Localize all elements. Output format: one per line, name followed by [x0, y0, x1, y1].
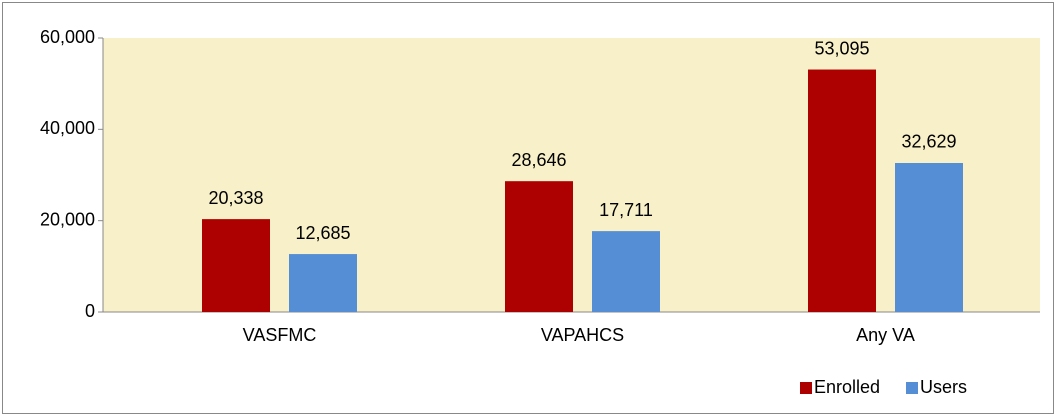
- bar: [895, 162, 963, 312]
- data-label: 12,685: [295, 223, 350, 243]
- y-tick-label: 40,000: [40, 118, 95, 138]
- bar: [505, 181, 573, 312]
- bar: [202, 219, 270, 312]
- data-label: 20,338: [208, 188, 263, 208]
- data-label: 28,646: [511, 150, 566, 170]
- x-tick-label: VAPAHCS: [541, 325, 624, 345]
- data-label: 17,711: [599, 200, 653, 220]
- legend-swatch: [800, 382, 812, 394]
- legend-label: Enrolled: [814, 377, 880, 397]
- legend-label: Users: [920, 377, 967, 397]
- y-tick-label: 20,000: [40, 209, 95, 229]
- bar: [808, 69, 876, 312]
- y-tick-label: 60,000: [40, 27, 95, 47]
- bar: [289, 254, 357, 312]
- data-label: 53,095: [814, 38, 869, 58]
- legend-swatch: [906, 382, 918, 394]
- bar: [592, 231, 660, 312]
- x-tick-label: VASFMC: [243, 325, 317, 345]
- y-tick-label: 0: [85, 301, 95, 321]
- x-tick-label: Any VA: [856, 325, 915, 345]
- data-label: 32,629: [901, 132, 956, 152]
